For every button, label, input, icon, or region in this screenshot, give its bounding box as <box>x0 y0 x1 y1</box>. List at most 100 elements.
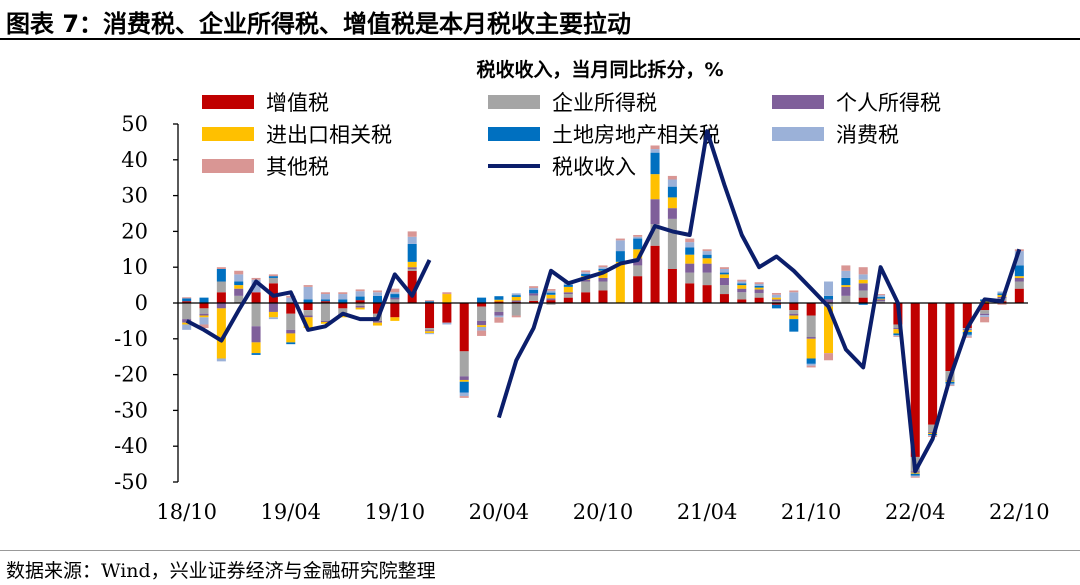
bar-segment <box>286 342 296 345</box>
bar-segment <box>425 331 435 334</box>
bar-segment <box>320 294 330 300</box>
bar-segment <box>615 240 625 252</box>
bar-segment <box>199 297 209 303</box>
bar-segment <box>268 303 278 312</box>
bar-segment <box>806 358 816 364</box>
bar-segment <box>650 174 660 200</box>
bar-segment <box>182 298 192 302</box>
bar-segment <box>320 321 330 324</box>
bar-segment <box>667 208 677 219</box>
bar-segment <box>702 254 712 259</box>
bar-segment <box>789 292 799 303</box>
x-tick-label: 19/10 <box>365 500 426 524</box>
bar-segment <box>477 325 487 327</box>
bar-segment <box>633 234 643 237</box>
bar-segment <box>390 317 400 321</box>
bar-segment <box>824 353 834 361</box>
bar-segment <box>876 295 886 297</box>
bar-segment <box>372 320 382 323</box>
x-tick-label: 20/10 <box>573 500 634 524</box>
bar-segment <box>268 274 278 277</box>
bar-segment <box>685 263 695 273</box>
bar-segment <box>858 303 868 305</box>
bar-segment <box>737 281 747 284</box>
bar-segment <box>719 294 729 303</box>
bar-segment <box>199 317 209 325</box>
bar-segment <box>824 299 834 303</box>
bar-segment <box>858 297 868 303</box>
bar-segment <box>425 301 435 303</box>
bar-segment <box>268 277 278 284</box>
bar-segment <box>650 224 660 246</box>
legend-swatch <box>488 95 540 109</box>
bar-segment <box>494 299 504 302</box>
bar-segment <box>407 243 417 262</box>
bar-segment <box>320 292 330 295</box>
bar-segment <box>199 315 209 318</box>
bar-segment <box>234 281 244 286</box>
bar-segment <box>615 251 625 262</box>
bar-segment <box>1014 288 1024 303</box>
bar-segment <box>928 303 938 425</box>
footer-divider <box>0 550 1080 551</box>
total-line-series <box>185 129 1022 474</box>
bar-segment <box>945 385 955 387</box>
y-tick-label: 40 <box>121 148 148 172</box>
bar-segment <box>459 396 469 398</box>
bar-segment <box>893 333 903 336</box>
bar-segment <box>841 285 851 287</box>
bar-segment <box>824 295 834 300</box>
bar-segment <box>789 290 799 293</box>
bar-segment <box>251 326 261 343</box>
bar-segment <box>199 324 209 329</box>
bar-segment <box>494 301 504 303</box>
y-tick-label: 30 <box>121 184 148 208</box>
legend-swatch <box>772 127 824 141</box>
bar-segment <box>303 317 313 329</box>
bar-segment <box>511 300 521 302</box>
legend-label: 个人所得税 <box>836 91 941 115</box>
bar-segment <box>511 296 521 301</box>
bar-segment <box>685 242 695 248</box>
bar-segment <box>234 288 244 296</box>
bar-segment <box>667 175 677 180</box>
x-tick-label: 22/04 <box>885 500 946 524</box>
bar-segment <box>650 145 660 150</box>
bar-segment <box>511 315 521 318</box>
bar-segment <box>407 268 417 271</box>
bar-segment <box>320 301 330 303</box>
bar-segment <box>824 306 834 354</box>
bar-segment <box>858 290 868 298</box>
bar-segment <box>598 265 608 268</box>
bar-segment <box>425 328 435 331</box>
bar-segment <box>303 315 313 318</box>
bar-segment <box>511 293 521 296</box>
bar-segment <box>251 303 261 327</box>
bar-segment <box>615 261 625 303</box>
bar-segment <box>806 303 816 316</box>
bar-segment <box>338 303 348 309</box>
bar-segment <box>216 268 226 282</box>
legend-label: 企业所得税 <box>552 91 657 115</box>
bar-segment <box>216 308 226 359</box>
bar-segment <box>598 268 608 271</box>
bar-segment <box>338 315 348 318</box>
bar-segment <box>182 303 192 320</box>
bar-segment <box>407 267 417 269</box>
bar-segment <box>303 285 313 287</box>
bar-segment <box>910 473 920 476</box>
bar-segment <box>425 330 435 332</box>
bar-segment <box>442 292 452 295</box>
legend-label: 进出口相关税 <box>266 123 392 147</box>
bar-segment <box>841 286 851 296</box>
bar-segment <box>494 317 504 323</box>
bar-segment <box>546 290 556 293</box>
bar-segment <box>216 292 226 303</box>
bar-segment <box>355 305 365 308</box>
bar-segment <box>771 303 781 305</box>
bar-segment <box>546 300 556 303</box>
bar-segment <box>789 313 799 316</box>
bar-segment <box>459 392 469 397</box>
bar-segment <box>251 292 261 303</box>
